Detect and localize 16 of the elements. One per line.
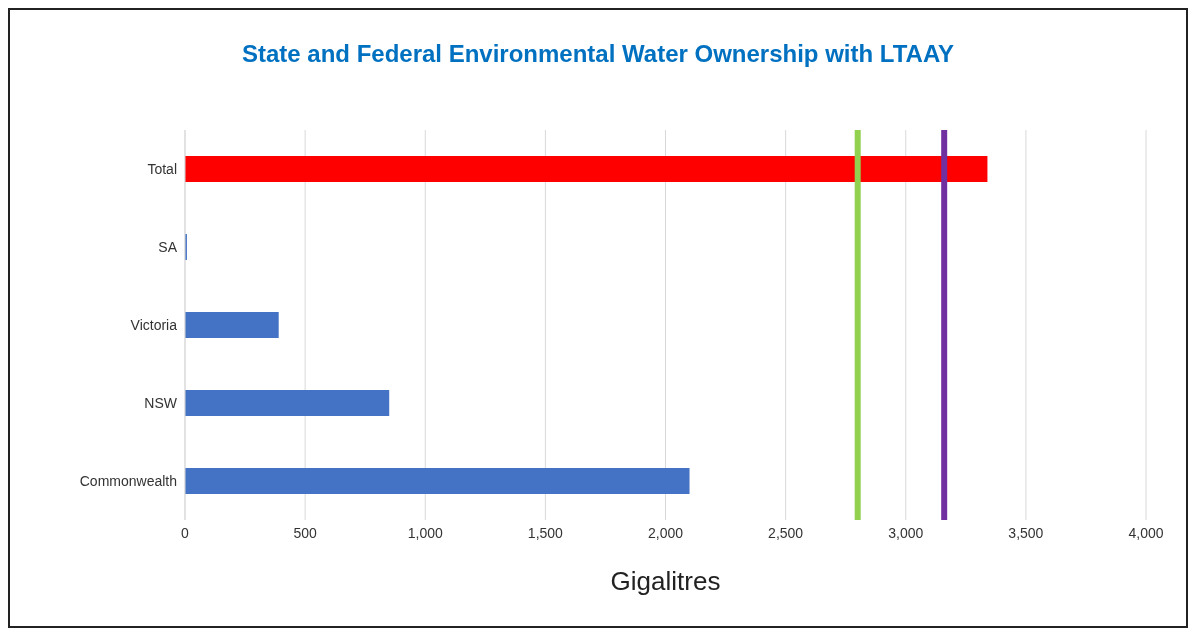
y-tick-label: NSW bbox=[144, 394, 178, 411]
y-tick-label: SA bbox=[158, 238, 178, 255]
x-tick-label: 4,000 bbox=[1128, 524, 1164, 541]
x-tick-label: 0 bbox=[181, 524, 190, 541]
y-tick-label: Victoria bbox=[130, 316, 178, 333]
x-axis-title: Gigalitres bbox=[610, 566, 721, 596]
x-tick-label: 1,500 bbox=[527, 524, 564, 541]
x-tick-label: 3,000 bbox=[888, 524, 924, 541]
x-tick-label: 2,500 bbox=[768, 524, 804, 541]
x-tick-label: 500 bbox=[293, 524, 318, 541]
chart-title: State and Federal Environmental Water Ownership with LTAAY bbox=[240, 40, 956, 69]
y-tick-label: Total bbox=[147, 160, 177, 177]
x-tick-label: 2,000 bbox=[647, 524, 684, 541]
x-tick-label: 1,000 bbox=[407, 524, 443, 541]
x-tick-label: 3,500 bbox=[1008, 524, 1044, 541]
y-tick-label: Commonwealth bbox=[79, 472, 177, 489]
